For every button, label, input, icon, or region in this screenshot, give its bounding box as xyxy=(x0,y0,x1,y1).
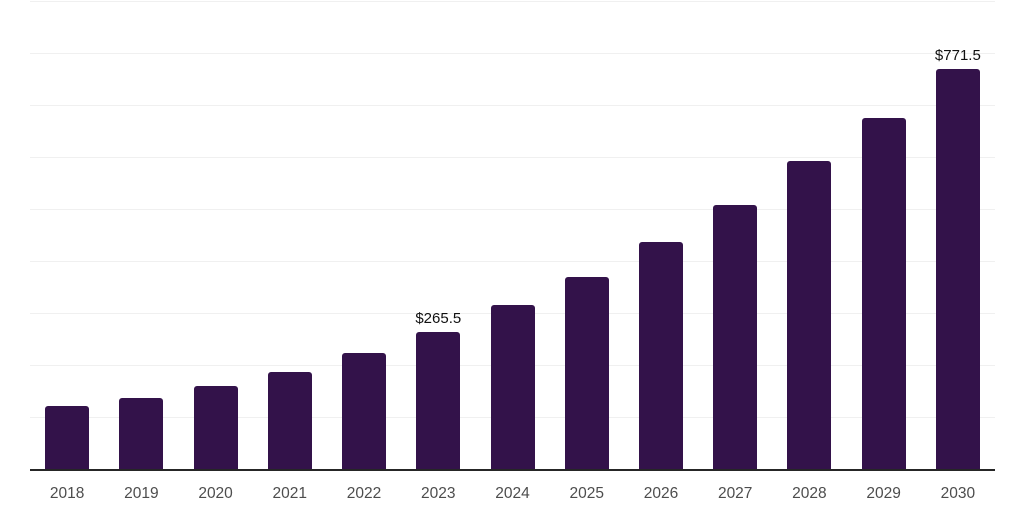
gridline xyxy=(30,105,995,106)
bar-2018 xyxy=(45,406,90,470)
bar-2019 xyxy=(119,398,164,470)
value-label-2023: $265.5 xyxy=(415,309,462,327)
plot-area: $265.5 $771.5 xyxy=(30,1,995,470)
gridline xyxy=(30,261,995,262)
gridline xyxy=(30,209,995,210)
bar-2030 xyxy=(935,68,980,470)
bar-2024 xyxy=(490,305,535,470)
x-axis-line xyxy=(30,469,995,471)
x-tick-label-2029: 2029 xyxy=(866,485,901,502)
gridline xyxy=(30,1,995,2)
x-tick-label-2024: 2024 xyxy=(495,485,530,502)
x-tick-label-2027: 2027 xyxy=(717,485,753,502)
bar-2022 xyxy=(342,353,387,470)
bar-2025 xyxy=(564,277,609,470)
bar-2026 xyxy=(638,242,683,470)
bar-2023 xyxy=(416,331,461,470)
bar-2027 xyxy=(713,205,758,470)
x-tick-label-2018: 2018 xyxy=(49,485,85,502)
bar-2021 xyxy=(267,372,312,470)
x-tick-label-2028: 2028 xyxy=(792,485,827,502)
bar-2029 xyxy=(861,117,906,470)
x-tick-label-2022: 2022 xyxy=(346,485,382,502)
gridline xyxy=(30,53,995,54)
x-tick-label-2021: 2021 xyxy=(272,485,308,502)
bar-2020 xyxy=(193,386,238,470)
gridline xyxy=(30,157,995,158)
x-tick-label-2023: 2023 xyxy=(421,485,456,502)
x-tick-label-2030: 2030 xyxy=(940,485,976,502)
x-tick-label-2026: 2026 xyxy=(643,485,679,502)
bar-2028 xyxy=(787,161,832,470)
x-tick-label-2019: 2019 xyxy=(124,485,159,502)
x-tick-label-2025: 2025 xyxy=(569,485,604,502)
value-label-2030: $771.5 xyxy=(934,46,981,64)
x-tick-label-2020: 2020 xyxy=(198,485,233,502)
